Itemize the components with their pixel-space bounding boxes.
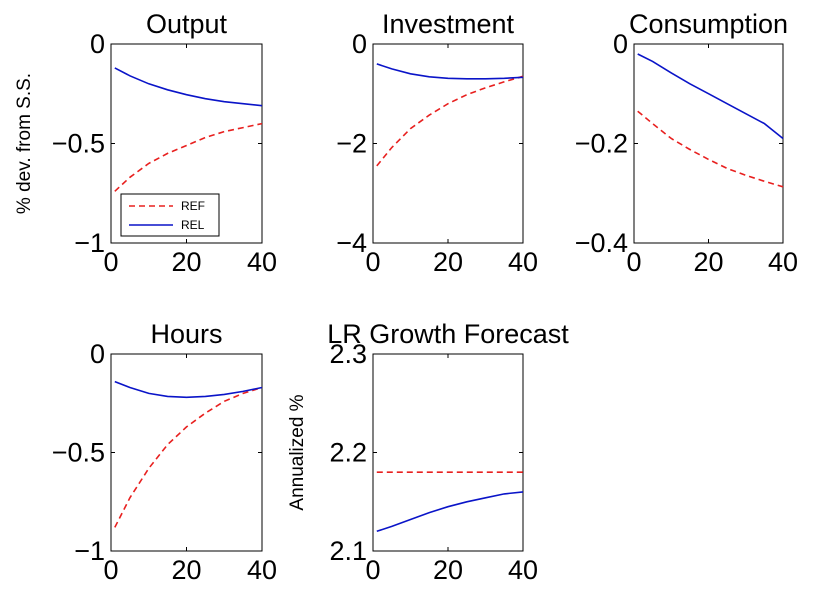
legend-label-rel: REL bbox=[181, 218, 205, 232]
x-tick-label: 0 bbox=[626, 247, 641, 277]
panel-title: Hours bbox=[150, 319, 222, 349]
y-tick-label: −2 bbox=[336, 129, 367, 159]
series-line-rel bbox=[114, 67, 263, 107]
series-line-ref bbox=[114, 386, 263, 528]
series-line-ref bbox=[637, 110, 784, 188]
legend-box bbox=[120, 193, 220, 237]
y-tick-label: 0 bbox=[613, 29, 628, 59]
axes-box bbox=[372, 43, 524, 244]
y-tick-label: −1 bbox=[74, 228, 105, 258]
legend: REF REL bbox=[120, 193, 220, 237]
y-tick-label: −0.5 bbox=[52, 438, 105, 468]
panel-title: LR Growth Forecast bbox=[327, 319, 569, 349]
series-line-ref bbox=[376, 75, 524, 167]
x-tick-label: 20 bbox=[693, 247, 723, 277]
y-tick-label: −4 bbox=[336, 228, 367, 258]
x-tick-label: 0 bbox=[365, 555, 380, 585]
y-axis-label: % dev. from S.S. bbox=[14, 73, 35, 214]
y-tick-label: 0 bbox=[352, 29, 367, 59]
axes-box bbox=[372, 353, 524, 552]
y-tick-label: 0 bbox=[90, 29, 105, 59]
x-tick-label: 40 bbox=[508, 555, 538, 585]
legend-label-ref: REF bbox=[181, 199, 205, 213]
series-line-rel bbox=[376, 63, 524, 80]
x-tick-label: 20 bbox=[171, 247, 201, 277]
panel-output: 0 20 40 −1 −0.5 0 Output % dev. from S.S. REF REL bbox=[14, 9, 277, 277]
panel-hours: 0 20 40 −1 −0.5 0 Hours bbox=[52, 319, 277, 585]
x-tick-label: 40 bbox=[508, 247, 538, 277]
panel-investment: 0 20 40 −4 −2 0 Investment bbox=[336, 9, 538, 277]
x-tick-label: 40 bbox=[768, 247, 798, 277]
panel-title: Consumption bbox=[629, 9, 788, 39]
y-tick-label: −0.2 bbox=[575, 129, 628, 159]
panel-title: Output bbox=[146, 9, 228, 39]
x-tick-label: 20 bbox=[433, 555, 463, 585]
y-tick-label: −0.4 bbox=[575, 228, 628, 258]
y-tick-label: −0.5 bbox=[52, 129, 105, 159]
series-line-rel bbox=[376, 491, 524, 533]
panel-title: Investment bbox=[382, 9, 515, 39]
y-tick-label: 2.3 bbox=[329, 339, 367, 369]
x-tick-label: 40 bbox=[247, 247, 277, 277]
y-tick-label: 0 bbox=[90, 339, 105, 369]
series-line-rel bbox=[637, 53, 784, 140]
series-line-rel bbox=[114, 380, 263, 399]
x-tick-label: 0 bbox=[103, 247, 118, 277]
x-tick-label: 0 bbox=[103, 555, 118, 585]
y-tick-label: 2.2 bbox=[329, 438, 367, 468]
x-tick-label: 20 bbox=[171, 555, 201, 585]
y-axis-label: Annualized % bbox=[287, 394, 308, 510]
x-tick-label: 40 bbox=[247, 555, 277, 585]
series-line-ref bbox=[114, 122, 263, 192]
x-tick-label: 20 bbox=[433, 247, 463, 277]
y-tick-label: −1 bbox=[74, 536, 105, 566]
axes-box bbox=[633, 43, 784, 244]
axes-box bbox=[110, 353, 263, 552]
panel-lr-growth-forecast: 0 20 40 2.1 2.2 2.3LR Growth Forecast Annualiz… bbox=[287, 319, 569, 585]
x-tick-label: 0 bbox=[365, 247, 380, 277]
y-tick-label: 2.1 bbox=[329, 536, 367, 566]
